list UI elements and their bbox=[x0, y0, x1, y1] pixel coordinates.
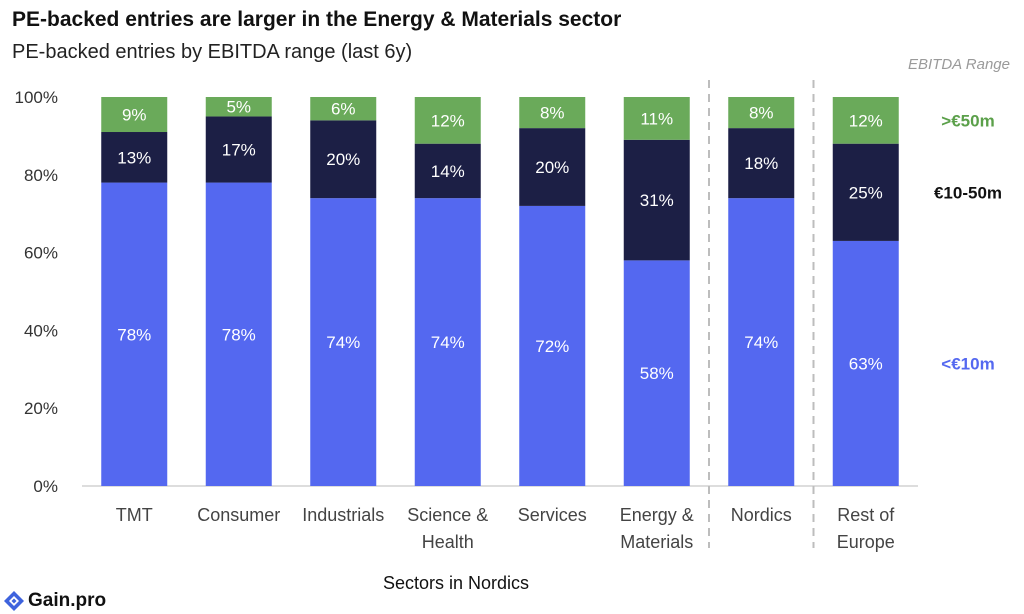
bar-segment bbox=[414, 143, 481, 199]
data-label: 12% bbox=[849, 111, 883, 130]
y-tick-label: 40% bbox=[24, 321, 58, 340]
gain-pro-logo: Gain.pro bbox=[4, 590, 106, 612]
bar-segment bbox=[310, 97, 377, 121]
bar-segment bbox=[519, 97, 586, 129]
chart-title: PE-backed entries are larger in the Ener… bbox=[12, 8, 622, 31]
data-label: 20% bbox=[326, 150, 360, 169]
data-label: 31% bbox=[640, 191, 674, 210]
bar-segment bbox=[728, 198, 795, 486]
bar-segment bbox=[728, 97, 795, 129]
legend-entry: €10-50m bbox=[934, 183, 1002, 202]
data-label: 74% bbox=[431, 333, 465, 352]
bar-segment bbox=[832, 143, 899, 241]
data-label: 8% bbox=[540, 104, 565, 123]
bar-segment bbox=[205, 97, 272, 117]
bar-segment bbox=[101, 132, 168, 183]
bar-segment bbox=[205, 116, 272, 183]
data-label: 18% bbox=[744, 154, 778, 173]
x-tick-label: TMT bbox=[116, 505, 153, 525]
data-label: 20% bbox=[535, 158, 569, 177]
data-label: 58% bbox=[640, 364, 674, 383]
data-label: 5% bbox=[226, 98, 251, 117]
y-tick-label: 20% bbox=[24, 399, 58, 418]
data-label: 72% bbox=[535, 337, 569, 356]
bar-segment bbox=[623, 139, 690, 261]
data-label: 63% bbox=[849, 354, 883, 373]
data-label: 74% bbox=[744, 333, 778, 352]
x-tick-label: Energy & Materials bbox=[620, 505, 694, 552]
bar-segment bbox=[101, 182, 168, 486]
data-label: 12% bbox=[431, 111, 465, 130]
x-tick-label: Services bbox=[518, 505, 587, 525]
y-tick-label: 0% bbox=[33, 477, 58, 496]
legend-entry: >€50m bbox=[941, 111, 994, 130]
bar-segment bbox=[623, 97, 690, 140]
y-tick-label: 60% bbox=[24, 244, 58, 263]
bar-segment bbox=[832, 240, 899, 486]
data-label: 17% bbox=[222, 141, 256, 160]
x-tick-label: Nordics bbox=[731, 505, 792, 525]
bar-segment bbox=[205, 182, 272, 486]
x-axis-label: Sectors in Nordics bbox=[383, 573, 529, 593]
chart-subtitle: PE-backed entries by EBITDA range (last … bbox=[12, 41, 413, 63]
bar-segment bbox=[414, 97, 481, 144]
data-label: 11% bbox=[640, 109, 673, 128]
gain-pro-logo-icon bbox=[4, 591, 24, 611]
bar-segment bbox=[101, 97, 168, 133]
data-label: 9% bbox=[122, 106, 147, 125]
x-tick-label: Science & Health bbox=[407, 505, 488, 552]
data-label: 78% bbox=[222, 325, 256, 344]
data-label: 14% bbox=[431, 162, 465, 181]
bar-segment bbox=[519, 205, 586, 487]
x-tick-label: Industrials bbox=[302, 505, 384, 525]
y-tick-label: 100% bbox=[15, 88, 58, 107]
data-label: 74% bbox=[326, 333, 360, 352]
bar-segment bbox=[519, 128, 586, 206]
bar-segment bbox=[728, 128, 795, 199]
bar-segment bbox=[310, 120, 377, 199]
logo-text: Gain.pro bbox=[28, 590, 107, 611]
bar-segment bbox=[832, 97, 899, 144]
legend-entry: <€10m bbox=[941, 354, 994, 373]
data-label: 8% bbox=[749, 104, 774, 123]
data-label: 6% bbox=[331, 100, 356, 119]
bar-segment bbox=[310, 198, 377, 486]
legend-title: EBITDA Range bbox=[908, 56, 1010, 73]
y-tick-label: 80% bbox=[24, 166, 58, 185]
x-tick-label: Consumer bbox=[197, 505, 280, 525]
data-label: 13% bbox=[117, 148, 151, 167]
bar-segment bbox=[414, 198, 481, 486]
bar-segment bbox=[623, 260, 690, 486]
data-label: 25% bbox=[849, 183, 883, 202]
x-tick-label: Rest of Europe bbox=[837, 505, 896, 552]
data-label: 78% bbox=[117, 325, 151, 344]
